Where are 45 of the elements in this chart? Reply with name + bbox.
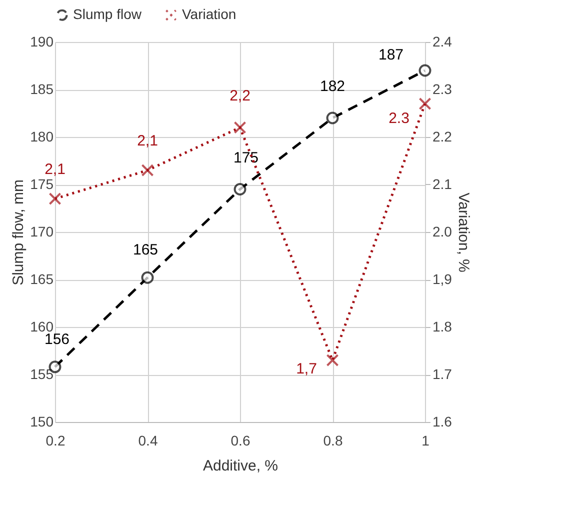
data-label: 165 (132, 242, 158, 259)
y-tick-label: 155 (30, 366, 54, 382)
data-label: 182 (320, 78, 346, 95)
point (326, 112, 339, 124)
x-tick-label: 1 (422, 432, 430, 448)
y2-tick-label: 2.3 (432, 81, 452, 97)
y2-tick-label: 1,9 (432, 271, 452, 287)
y-tick-label: 185 (30, 81, 54, 97)
x-tick-label: 0.4 (138, 432, 158, 448)
point (48, 192, 62, 205)
y2-tick-label: 1.6 (432, 414, 452, 430)
y-tick-label: 165 (30, 271, 54, 287)
y2-tick-label: 2.0 (432, 224, 452, 240)
point (141, 164, 154, 176)
y-tick-label: 180 (30, 128, 54, 144)
legend-label: Variation (182, 6, 236, 22)
y2-tick-label: 1.8 (432, 318, 452, 334)
y-tick-label: 175 (30, 176, 54, 192)
data-label: 187 (378, 46, 404, 64)
data-label: 2,1 (137, 132, 158, 150)
legend-label: Slump flow (73, 6, 142, 22)
x-tick-label: 0.6 (230, 432, 250, 448)
y-tick-label: 170 (30, 224, 54, 240)
point (326, 354, 339, 366)
point (141, 271, 154, 284)
y2-tick-label: 2.2 (432, 128, 452, 144)
y2-tick-label: 2.1 (432, 176, 452, 192)
y2-tick-label: 2.4 (432, 34, 452, 50)
y-tick-label: 150 (30, 414, 54, 430)
point (234, 183, 246, 196)
data-label: 2.3 (388, 110, 410, 127)
data-label: 2,1 (44, 160, 66, 178)
y2-axis-title: Variation, % (454, 192, 472, 272)
x-tick-label: 0.2 (46, 432, 66, 448)
point (418, 98, 432, 110)
y-tick-label: 190 (30, 34, 54, 50)
point (418, 64, 432, 77)
data-label: 175 (233, 149, 259, 166)
y-axis-title: Slump flow, mm (10, 180, 28, 286)
x-tick-label: 0.8 (323, 432, 343, 448)
point (234, 121, 246, 134)
data-label: 1,7 (296, 360, 317, 378)
x-axis-title: Additive, % (202, 458, 278, 474)
y2-tick-label: 1.7 (432, 366, 452, 382)
data-label: 2,2 (230, 88, 250, 104)
